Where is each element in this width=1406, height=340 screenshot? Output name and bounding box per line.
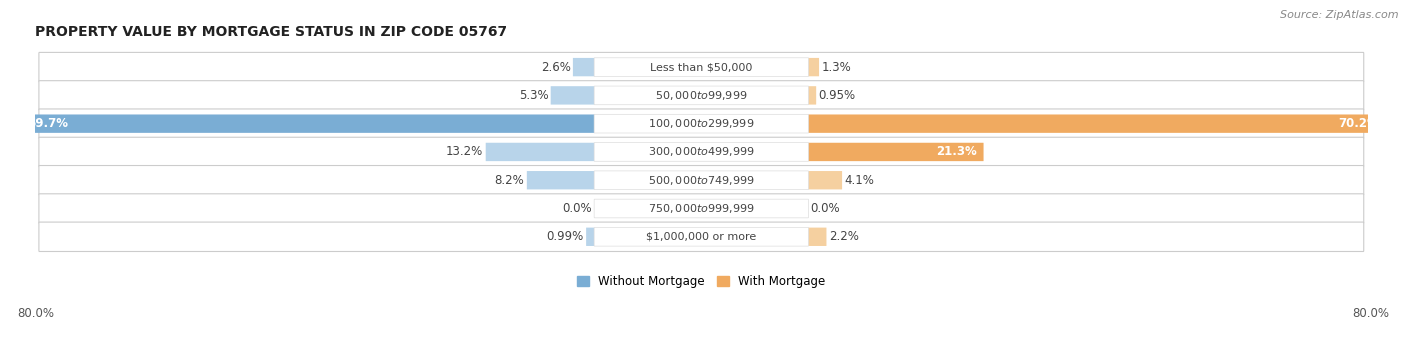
FancyBboxPatch shape <box>595 58 808 76</box>
FancyBboxPatch shape <box>39 81 1364 110</box>
FancyBboxPatch shape <box>595 86 808 105</box>
FancyBboxPatch shape <box>808 86 815 105</box>
FancyBboxPatch shape <box>551 86 595 105</box>
Text: 2.6%: 2.6% <box>541 61 571 73</box>
FancyBboxPatch shape <box>595 142 808 161</box>
Text: 0.95%: 0.95% <box>818 89 856 102</box>
FancyBboxPatch shape <box>595 199 808 218</box>
Text: $500,000 to $749,999: $500,000 to $749,999 <box>648 174 755 187</box>
Text: 8.2%: 8.2% <box>495 174 524 187</box>
Text: Source: ZipAtlas.com: Source: ZipAtlas.com <box>1281 10 1399 20</box>
Text: 1.3%: 1.3% <box>821 61 851 73</box>
FancyBboxPatch shape <box>595 171 808 190</box>
FancyBboxPatch shape <box>808 58 820 76</box>
Text: $1,000,000 or more: $1,000,000 or more <box>647 232 756 242</box>
Text: 2.2%: 2.2% <box>828 230 859 243</box>
Text: PROPERTY VALUE BY MORTGAGE STATUS IN ZIP CODE 05767: PROPERTY VALUE BY MORTGAGE STATUS IN ZIP… <box>35 25 508 39</box>
FancyBboxPatch shape <box>808 115 1386 133</box>
Text: Less than $50,000: Less than $50,000 <box>650 62 752 72</box>
Text: 21.3%: 21.3% <box>936 146 977 158</box>
Text: 69.7%: 69.7% <box>28 117 69 130</box>
Text: $50,000 to $99,999: $50,000 to $99,999 <box>655 89 748 102</box>
FancyBboxPatch shape <box>527 171 595 189</box>
FancyBboxPatch shape <box>39 222 1364 252</box>
Text: $100,000 to $299,999: $100,000 to $299,999 <box>648 117 755 130</box>
Text: 5.3%: 5.3% <box>519 89 548 102</box>
FancyBboxPatch shape <box>808 227 827 246</box>
Text: 0.99%: 0.99% <box>547 230 583 243</box>
FancyBboxPatch shape <box>39 137 1364 167</box>
FancyBboxPatch shape <box>808 143 984 161</box>
FancyBboxPatch shape <box>39 52 1364 82</box>
FancyBboxPatch shape <box>39 194 1364 223</box>
Text: $300,000 to $499,999: $300,000 to $499,999 <box>648 146 755 158</box>
FancyBboxPatch shape <box>595 114 808 133</box>
FancyBboxPatch shape <box>586 227 595 246</box>
Text: 0.0%: 0.0% <box>811 202 841 215</box>
Text: 13.2%: 13.2% <box>446 146 484 158</box>
Text: 80.0%: 80.0% <box>1353 307 1389 320</box>
FancyBboxPatch shape <box>808 171 842 189</box>
Text: 0.0%: 0.0% <box>562 202 592 215</box>
FancyBboxPatch shape <box>572 58 595 76</box>
FancyBboxPatch shape <box>39 109 1364 138</box>
Text: $750,000 to $999,999: $750,000 to $999,999 <box>648 202 755 215</box>
Text: 70.2%: 70.2% <box>1339 117 1379 130</box>
FancyBboxPatch shape <box>21 115 595 133</box>
FancyBboxPatch shape <box>39 166 1364 195</box>
Text: 80.0%: 80.0% <box>17 307 53 320</box>
Legend: Without Mortgage, With Mortgage: Without Mortgage, With Mortgage <box>578 275 825 288</box>
FancyBboxPatch shape <box>595 227 808 246</box>
Text: 4.1%: 4.1% <box>845 174 875 187</box>
FancyBboxPatch shape <box>485 143 595 161</box>
